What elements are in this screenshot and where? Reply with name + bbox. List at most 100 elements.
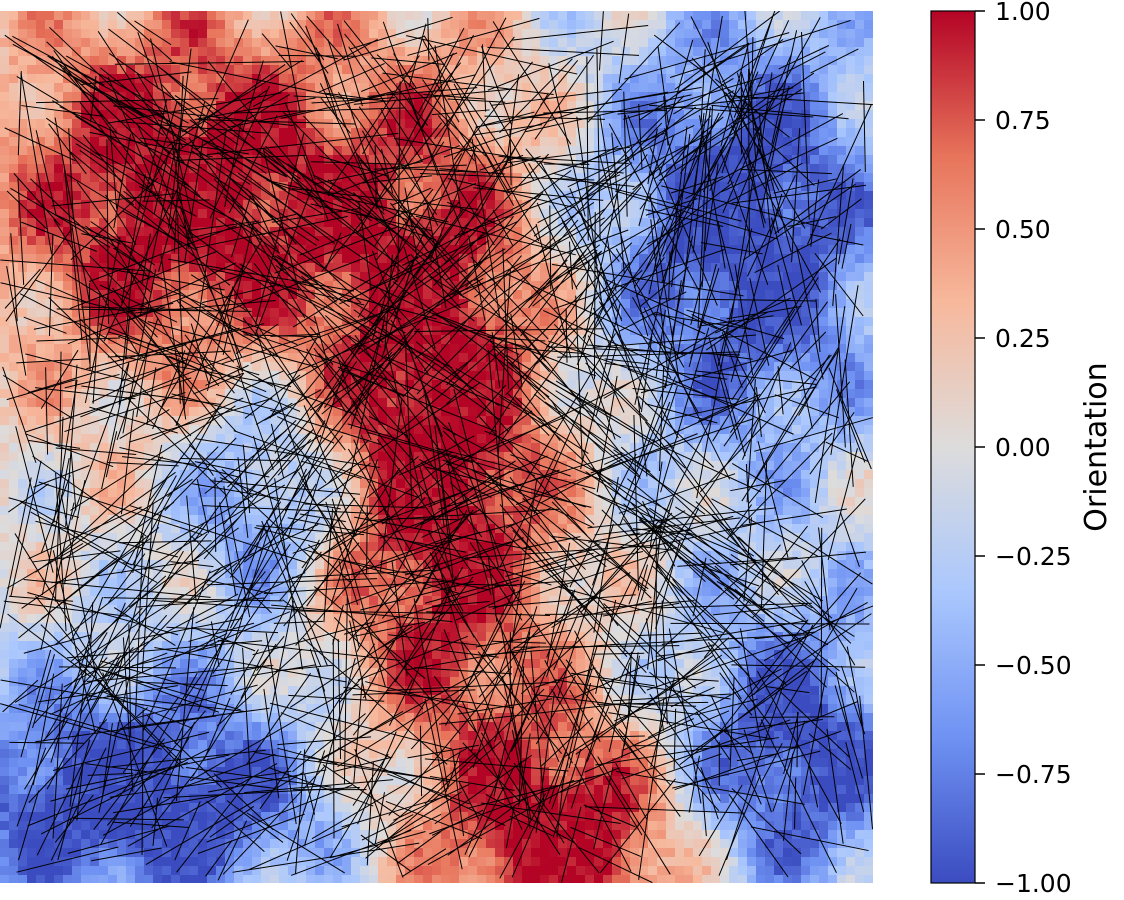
heatmap-cell [54,182,64,192]
heatmap-cell [432,137,442,147]
heatmap-cell [513,245,523,255]
heatmap-cell [126,92,136,102]
heatmap-cell [351,173,361,183]
heatmap-cell [369,461,379,471]
heatmap-cell [216,65,226,75]
heatmap-cell [576,20,586,30]
heatmap-cell [702,110,712,120]
heatmap-cell [171,182,181,192]
heatmap-cell [675,425,685,435]
heatmap-cell [180,236,190,246]
heatmap-cell [387,470,397,480]
heatmap-cell [828,137,838,147]
heatmap-cell [117,155,127,165]
heatmap-cell [306,227,316,237]
heatmap-cell [63,101,73,111]
heatmap-cell [756,164,766,174]
heatmap-cell [117,209,127,219]
heatmap-cell [630,245,640,255]
heatmap-cell [747,389,757,399]
heatmap-cell [756,434,766,444]
heatmap-cell [477,191,487,201]
heatmap-cell [648,344,658,354]
heatmap-cell [666,101,676,111]
heatmap-cell [81,47,91,57]
heatmap-cell [855,173,865,183]
heatmap-cell [765,110,775,120]
heatmap-cell [162,110,172,120]
heatmap-cell [648,281,658,291]
heatmap-cell [396,182,406,192]
heatmap-cell [243,101,253,111]
heatmap-cell [333,434,343,444]
heatmap-cell [198,56,208,66]
heatmap-cell [423,371,433,381]
heatmap-cell [99,245,109,255]
heatmap-cell [72,308,82,318]
heatmap-cell [513,227,523,237]
heatmap-cell [117,263,127,273]
heatmap-cell [261,263,271,273]
heatmap-cell [846,83,856,93]
heatmap-cell [270,335,280,345]
heatmap-cell [90,191,100,201]
heatmap-cell [756,29,766,39]
heatmap-cell [342,101,352,111]
heatmap-cell [612,218,622,228]
heatmap-cell [522,119,532,129]
heatmap-cell [135,470,145,480]
heatmap-cell [450,335,460,345]
heatmap-cell [477,137,487,147]
heatmap-cell [459,74,469,84]
heatmap-cell [576,119,586,129]
heatmap-cell [729,191,739,201]
heatmap-cell [90,254,100,264]
heatmap-cell [414,470,424,480]
heatmap-cell [270,353,280,363]
heatmap-cell [711,29,721,39]
heatmap-cell [603,299,613,309]
heatmap-cell [450,227,460,237]
heatmap-cell [117,344,127,354]
heatmap-cell [702,434,712,444]
heatmap-cell [738,317,748,327]
heatmap-cell [666,308,676,318]
heatmap-cell [369,164,379,174]
heatmap-cell [0,470,10,480]
heatmap-cell [765,272,775,282]
heatmap-cell [639,56,649,66]
heatmap-cell [558,299,568,309]
heatmap-cell [819,362,829,372]
heatmap-cell [702,245,712,255]
heatmap-cell [270,308,280,318]
heatmap-cell [0,218,10,228]
heatmap-cell [378,443,388,453]
heatmap-cell [306,65,316,75]
heatmap-cell [630,254,640,264]
heatmap-cell [405,290,415,300]
heatmap-cell [324,128,334,138]
heatmap-cell [45,218,55,228]
heatmap-cell [585,11,595,21]
heatmap-cell [72,416,82,426]
heatmap-cell [765,65,775,75]
heatmap-cell [9,38,19,48]
heatmap-cell [549,164,559,174]
heatmap-cell [810,353,820,363]
heatmap-cell [306,128,316,138]
heatmap-cell [207,227,217,237]
heatmap-cell [459,380,469,390]
heatmap-cell [432,371,442,381]
heatmap-cell [855,326,865,336]
heatmap-cell [711,182,721,192]
heatmap-cell [504,137,514,147]
heatmap-cell [531,65,541,75]
heatmap-cell [0,452,10,462]
heatmap-cell [72,173,82,183]
heatmap-cell [459,335,469,345]
heatmap-cell [531,407,541,417]
heatmap-cell [702,443,712,453]
heatmap-cell [432,164,442,174]
heatmap-cell [504,92,514,102]
heatmap-cell [45,101,55,111]
